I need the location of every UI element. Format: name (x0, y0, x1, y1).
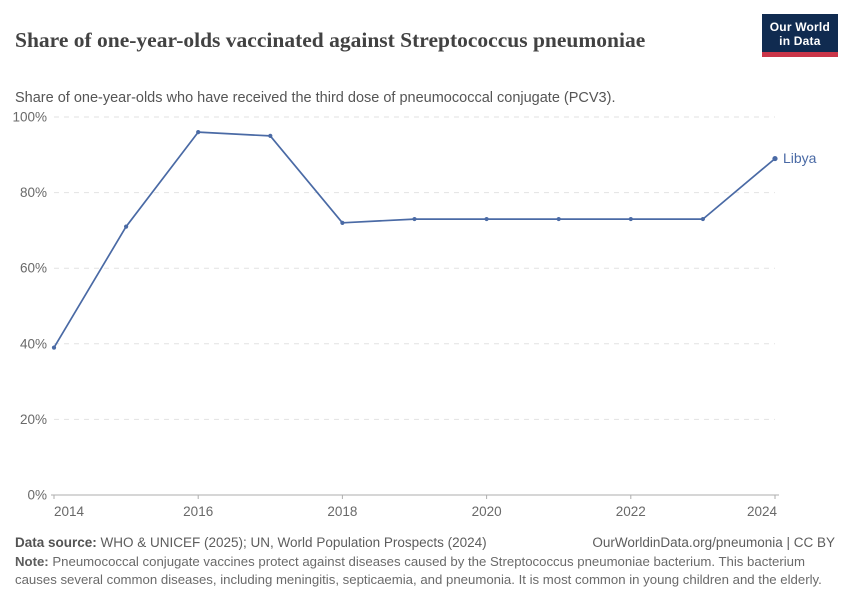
footer-note: Note: Pneumococcal conjugate vaccines pr… (15, 553, 835, 588)
attribution-link[interactable]: OurWorldinData.org/pneumonia | CC BY (592, 535, 835, 550)
page-title: Share of one-year-olds vaccinated agains… (15, 28, 646, 53)
series-line-libya[interactable] (53, 131, 776, 349)
data-point-libya-2021[interactable] (556, 216, 561, 222)
owid-logo-line1: Our World (769, 20, 830, 34)
data-source: Data source: WHO & UNICEF (2025); UN, Wo… (15, 534, 487, 551)
data-point-libya-2016[interactable] (196, 130, 201, 135)
x-tick-label-2014: 2014 (54, 504, 85, 519)
y-tick-label-0: 0% (27, 488, 47, 503)
y-tick-label-80: 80% (20, 185, 47, 200)
x-tick-label-2016: 2016 (183, 504, 213, 519)
owid-logo-line2: in Data (779, 34, 821, 48)
data-point-libya-2023[interactable] (700, 216, 706, 222)
note-text: Pneumococcal conjugate vaccines protect … (15, 554, 822, 587)
data-source-text: WHO & UNICEF (2025); UN, World Populatio… (96, 535, 487, 550)
data-source-label: Data source: (15, 535, 97, 550)
x-tick-label-2018: 2018 (327, 504, 357, 519)
owid-logo: Our World in Data (761, 14, 838, 57)
data-point-libya-2019[interactable] (412, 216, 417, 222)
entity-label-libya[interactable]: Libya (783, 150, 817, 166)
y-tick-label-60: 60% (20, 261, 47, 276)
footer-sources: Data source: WHO & UNICEF (2025); UN, Wo… (15, 534, 835, 551)
data-point-libya-2020[interactable] (484, 216, 489, 222)
x-tick-label-2022: 2022 (616, 504, 646, 519)
data-point-libya-2022[interactable] (628, 216, 633, 222)
y-tick-label-20: 20% (20, 412, 47, 427)
data-point-libya-2015[interactable] (124, 224, 129, 229)
data-point-libya-2014[interactable] (51, 345, 57, 350)
line-chart[interactable]: 0% 20% 40% 60% 80% 100% 2014 2016 2018 2020 2022 20… (0, 0, 850, 530)
x-tick-label-2024: 2024 (747, 504, 778, 519)
y-tick-label-40: 40% (20, 336, 47, 351)
data-point-libya-2024[interactable] (772, 155, 778, 162)
x-tick-label-2020: 2020 (472, 504, 502, 519)
chart-subtitle: Share of one-year-olds who have received… (15, 89, 616, 106)
note-label: Note: (15, 554, 49, 569)
data-point-libya-2017[interactable] (268, 133, 273, 138)
data-point-libya-2018[interactable] (340, 220, 345, 225)
y-tick-label-100: 100% (12, 110, 47, 125)
